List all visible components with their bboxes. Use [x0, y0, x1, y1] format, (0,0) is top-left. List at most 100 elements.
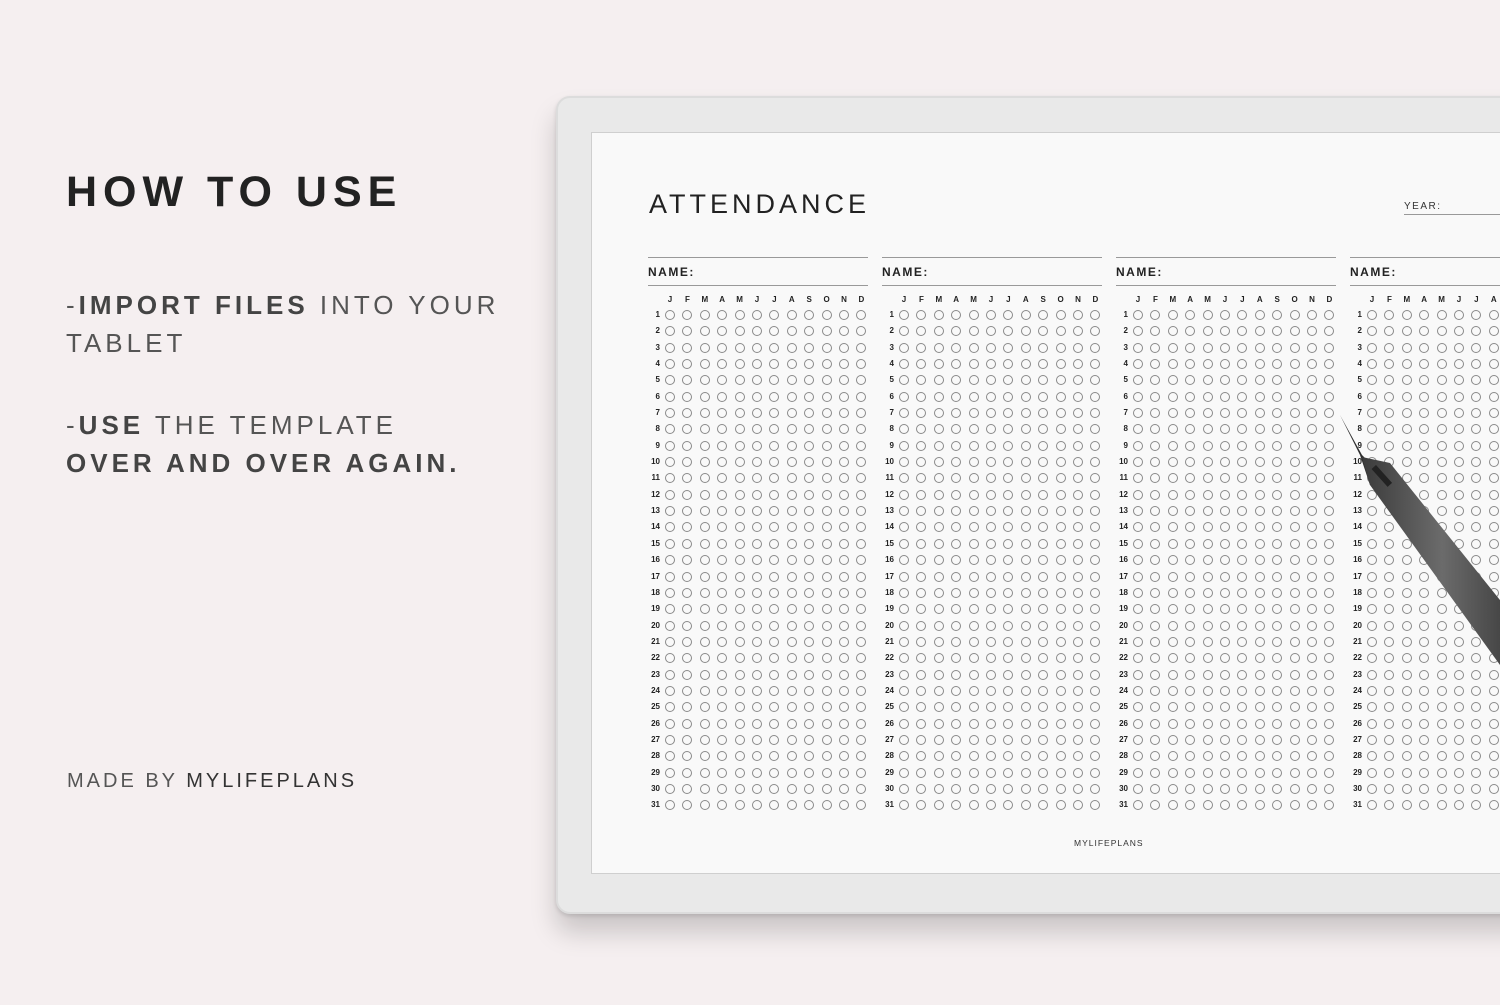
attendance-circle[interactable]	[665, 473, 675, 484]
attendance-circle[interactable]	[856, 408, 867, 419]
attendance-circle[interactable]	[699, 375, 710, 386]
attendance-circle[interactable]	[986, 718, 996, 729]
attendance-circle[interactable]	[1073, 636, 1083, 647]
attendance-circle[interactable]	[1384, 587, 1395, 598]
attendance-circle[interactable]	[1367, 326, 1377, 337]
attendance-circle[interactable]	[665, 751, 675, 762]
attendance-circle[interactable]	[1185, 440, 1196, 451]
attendance-circle[interactable]	[804, 800, 815, 811]
attendance-circle[interactable]	[786, 685, 797, 696]
attendance-circle[interactable]	[1185, 326, 1196, 337]
attendance-circle[interactable]	[951, 522, 962, 533]
attendance-circle[interactable]	[1133, 391, 1143, 402]
attendance-circle[interactable]	[968, 555, 979, 566]
attendance-circle[interactable]	[1324, 457, 1335, 468]
attendance-circle[interactable]	[1471, 685, 1482, 696]
attendance-circle[interactable]	[916, 489, 927, 500]
attendance-circle[interactable]	[734, 391, 745, 402]
attendance-circle[interactable]	[1150, 702, 1161, 713]
attendance-circle[interactable]	[856, 767, 867, 778]
attendance-circle[interactable]	[1367, 342, 1377, 353]
attendance-circle[interactable]	[951, 751, 962, 762]
attendance-circle[interactable]	[1272, 702, 1283, 713]
attendance-circle[interactable]	[986, 653, 996, 664]
attendance-circle[interactable]	[665, 800, 675, 811]
attendance-circle[interactable]	[1167, 555, 1178, 566]
attendance-circle[interactable]	[665, 522, 675, 533]
attendance-circle[interactable]	[1272, 653, 1283, 664]
attendance-circle[interactable]	[1436, 718, 1447, 729]
attendance-circle[interactable]	[839, 424, 849, 435]
attendance-circle[interactable]	[804, 669, 815, 680]
attendance-circle[interactable]	[1202, 506, 1213, 517]
attendance-circle[interactable]	[1003, 310, 1014, 320]
attendance-circle[interactable]	[1150, 489, 1161, 500]
attendance-circle[interactable]	[786, 538, 797, 549]
attendance-circle[interactable]	[1038, 538, 1049, 549]
attendance-circle[interactable]	[839, 440, 849, 451]
attendance-circle[interactable]	[1185, 636, 1196, 647]
attendance-circle[interactable]	[1419, 440, 1430, 451]
attendance-circle[interactable]	[1220, 587, 1230, 598]
attendance-circle[interactable]	[916, 587, 927, 598]
attendance-circle[interactable]	[916, 359, 927, 370]
attendance-circle[interactable]	[821, 751, 832, 762]
attendance-circle[interactable]	[1055, 538, 1066, 549]
attendance-circle[interactable]	[899, 326, 909, 337]
attendance-circle[interactable]	[1488, 702, 1499, 713]
attendance-circle[interactable]	[804, 424, 815, 435]
attendance-circle[interactable]	[1133, 408, 1143, 419]
attendance-circle[interactable]	[1367, 702, 1377, 713]
attendance-circle[interactable]	[933, 571, 944, 582]
attendance-circle[interactable]	[665, 653, 675, 664]
attendance-circle[interactable]	[951, 555, 962, 566]
attendance-circle[interactable]	[734, 326, 745, 337]
attendance-circle[interactable]	[1150, 685, 1161, 696]
attendance-circle[interactable]	[1419, 620, 1430, 631]
attendance-circle[interactable]	[769, 538, 780, 549]
attendance-circle[interactable]	[986, 424, 996, 435]
attendance-circle[interactable]	[1367, 555, 1377, 566]
attendance-circle[interactable]	[734, 669, 745, 680]
attendance-circle[interactable]	[933, 685, 944, 696]
attendance-circle[interactable]	[821, 375, 832, 386]
attendance-circle[interactable]	[682, 359, 693, 370]
attendance-circle[interactable]	[1150, 669, 1161, 680]
attendance-circle[interactable]	[682, 767, 693, 778]
attendance-circle[interactable]	[752, 440, 762, 451]
attendance-circle[interactable]	[1289, 587, 1300, 598]
attendance-circle[interactable]	[1471, 489, 1482, 500]
attendance-circle[interactable]	[1471, 391, 1482, 402]
attendance-circle[interactable]	[899, 424, 909, 435]
attendance-circle[interactable]	[1038, 734, 1049, 745]
attendance-circle[interactable]	[1324, 636, 1335, 647]
attendance-circle[interactable]	[1020, 310, 1031, 320]
attendance-circle[interactable]	[1003, 342, 1014, 353]
attendance-circle[interactable]	[734, 718, 745, 729]
attendance-circle[interactable]	[1220, 359, 1230, 370]
attendance-circle[interactable]	[1272, 522, 1283, 533]
attendance-circle[interactable]	[699, 783, 710, 794]
attendance-circle[interactable]	[1150, 767, 1161, 778]
attendance-circle[interactable]	[1436, 440, 1447, 451]
attendance-circle[interactable]	[933, 620, 944, 631]
attendance-circle[interactable]	[1220, 669, 1230, 680]
attendance-circle[interactable]	[1090, 440, 1101, 451]
attendance-circle[interactable]	[1090, 783, 1101, 794]
attendance-circle[interactable]	[1289, 489, 1300, 500]
attendance-circle[interactable]	[1237, 587, 1248, 598]
attendance-circle[interactable]	[899, 555, 909, 566]
attendance-circle[interactable]	[769, 587, 780, 598]
attendance-circle[interactable]	[1003, 326, 1014, 337]
attendance-circle[interactable]	[717, 326, 728, 337]
attendance-circle[interactable]	[1384, 310, 1395, 320]
attendance-circle[interactable]	[1150, 620, 1161, 631]
attendance-circle[interactable]	[1471, 767, 1482, 778]
attendance-circle[interactable]	[899, 718, 909, 729]
attendance-circle[interactable]	[1073, 342, 1083, 353]
attendance-circle[interactable]	[1003, 489, 1014, 500]
attendance-circle[interactable]	[1038, 604, 1049, 615]
attendance-circle[interactable]	[916, 685, 927, 696]
attendance-circle[interactable]	[752, 636, 762, 647]
attendance-circle[interactable]	[1220, 408, 1230, 419]
